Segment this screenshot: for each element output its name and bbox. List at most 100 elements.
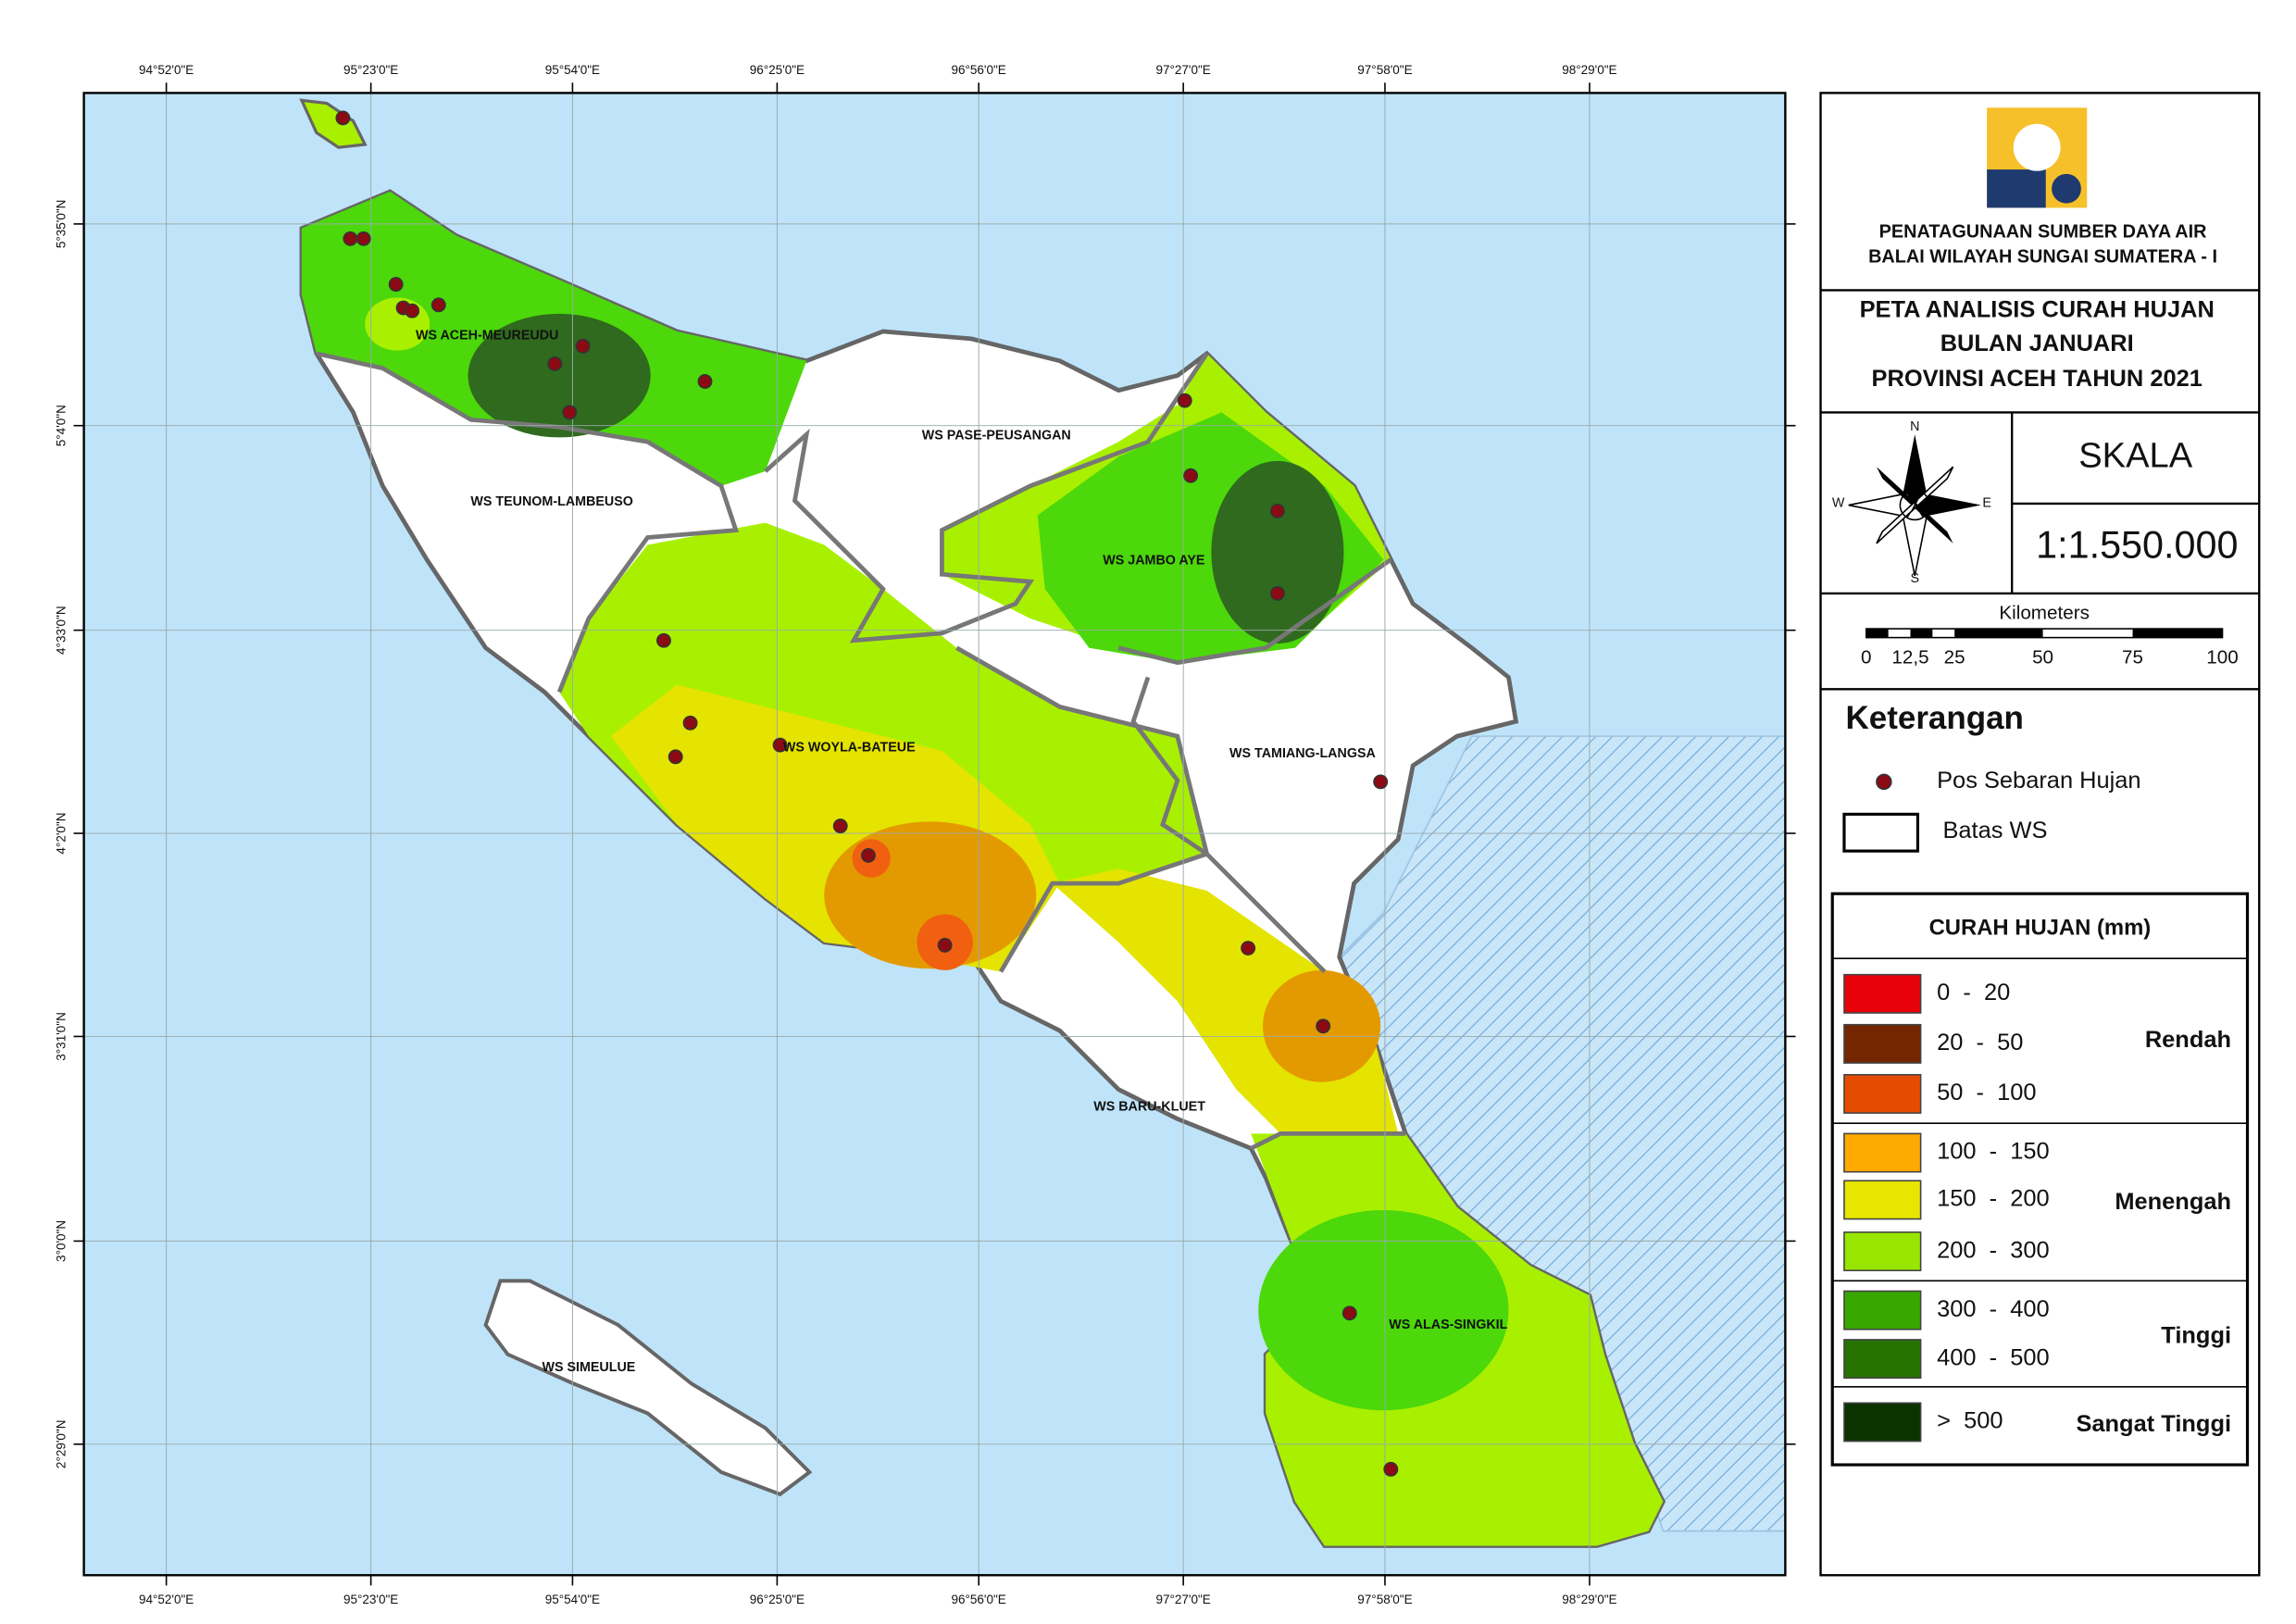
class-swatch: [1843, 1073, 1922, 1114]
rain-station: [1269, 585, 1285, 601]
rain-station: [405, 303, 420, 319]
class-group-label: Sangat Tinggi: [2076, 1411, 2231, 1437]
region-label: WS WOYLA-BATEUE: [783, 741, 916, 756]
class-swatch: [1843, 973, 1922, 1014]
rain-station: [668, 749, 683, 765]
x-coord-label: 95°23'0"E: [343, 63, 398, 77]
class-range: 200 - 300: [1937, 1237, 2050, 1263]
rain-station: [1269, 503, 1285, 518]
rain-station: [562, 405, 578, 420]
x-coord-label: 96°25'0"E: [750, 1593, 805, 1606]
region-label: WS ACEH-MEUREUDU: [416, 328, 558, 343]
scale-tick-label: 0: [1861, 646, 1872, 668]
coordinate-labels: 94°52'0"E 94°52'0"E 95°23'0"E 95°23'0"E 95°5…: [54, 63, 1796, 1606]
x-coord-label: 97°58'0"E: [1357, 1593, 1412, 1606]
class-swatch: [1843, 1132, 1922, 1173]
map-title: PROVINSI ACEH TAHUN 2021: [1872, 366, 2202, 392]
scale-tick-label: 12,5: [1891, 646, 1928, 668]
legend-symbol: [1842, 812, 1920, 853]
rain-station: [356, 231, 371, 246]
rain-station: [772, 737, 788, 753]
compass-label: E: [1982, 496, 1991, 511]
scale-tick-label: 25: [1944, 646, 1965, 668]
y-coord-label: 4°33'0"N: [54, 606, 68, 655]
class-range: 150 - 200: [1937, 1186, 2050, 1212]
x-coord-label: 97°58'0"E: [1357, 63, 1412, 77]
compass-label: S: [1910, 571, 1919, 586]
region-label: WS TAMIANG-LANGSA: [1229, 746, 1376, 761]
rain-station: [335, 110, 351, 126]
rain-station: [682, 715, 698, 731]
rain-station: [1383, 1461, 1399, 1477]
class-group-label: Tinggi: [2161, 1322, 2231, 1348]
y-coord-label: 4°2'0"N: [54, 813, 68, 855]
map-frame: WS ACEH-MEUREUDU WS PASE-PEUSANGAN WS TEUN…: [83, 93, 1786, 1576]
legend-label: Pos Sebaran Hujan: [1937, 768, 2140, 793]
ws-boundary: [1250, 1131, 1406, 1151]
class-group-label: Rendah: [2145, 1027, 2231, 1053]
y-coord-label: 5°35'0"N: [54, 200, 68, 249]
rain-station: [937, 937, 953, 953]
y-coord-label: 3°0'0"N: [54, 1220, 68, 1262]
y-coord-label: 5°4'0"N: [54, 405, 68, 446]
class-swatch: [1843, 1290, 1922, 1330]
scale-value: 1:1.550.000: [2036, 524, 2238, 567]
x-coord-label: 98°29'0"E: [1562, 1593, 1616, 1606]
side-panel: PENATAGUNAAN SUMBER DAYA AIR BALAI WILAY…: [1819, 92, 2261, 1577]
class-range: 0 - 20: [1937, 980, 2010, 1006]
class-range: 300 - 400: [1937, 1296, 2050, 1322]
rain-station: [575, 338, 591, 354]
x-coord-label: 98°29'0"E: [1562, 63, 1616, 77]
x-coord-label: 95°54'0"E: [545, 63, 600, 77]
class-range: 20 - 50: [1937, 1030, 2023, 1056]
logo: [1987, 107, 2088, 208]
scale-unit: Kilometers: [1999, 603, 2090, 624]
x-coord-label: 97°27'0"E: [1155, 63, 1210, 77]
simeulue-island: [483, 1279, 813, 1497]
x-coord-label: 96°56'0"E: [952, 63, 1006, 77]
y-coord-label: 3°31'0"N: [54, 1012, 68, 1061]
region-label: WS JAMBO AYE: [1103, 554, 1204, 568]
rain-station: [1341, 1305, 1357, 1321]
region-labels: WS ACEH-MEUREUDU WS PASE-PEUSANGAN WS TEUN…: [416, 328, 1508, 1374]
rain-station: [697, 374, 713, 389]
rain-station: [1183, 468, 1199, 483]
rain-station: [1373, 774, 1389, 790]
legend-label: Batas WS: [1942, 818, 2047, 843]
y-coord-label: 2°29'0"N: [54, 1420, 68, 1469]
x-coord-label: 96°56'0"E: [952, 1593, 1006, 1606]
class-range: 50 - 100: [1937, 1080, 2036, 1106]
legend-title: Keterangan: [1846, 700, 2024, 736]
compass-label: N: [1910, 419, 1919, 434]
weh-island: [299, 98, 368, 149]
map-title: PETA ANALISIS CURAH HUJAN: [1860, 296, 2215, 322]
scale-bar: [1866, 628, 2224, 639]
scale-tick-label: 75: [2122, 646, 2143, 668]
rainfall-legend-title: CURAH HUJAN (mm): [1929, 916, 2152, 941]
map-title: BULAN JANUARI: [1940, 331, 2134, 356]
class-swatch: [1843, 1339, 1922, 1380]
x-coord-label: 94°52'0"E: [139, 1593, 193, 1606]
rain-stations: [335, 110, 1399, 1477]
class-swatch: [1843, 1180, 1922, 1220]
class-swatch: [1843, 1023, 1922, 1064]
region-label: WS SIMEULUE: [542, 1360, 635, 1375]
x-coord-label: 97°27'0"E: [1155, 1593, 1210, 1606]
ws-boundary: [316, 351, 740, 693]
agency-name: BALAI WILAYAH SUNGAI SUMATERA - I: [1868, 247, 2217, 268]
x-coord-label: 95°54'0"E: [545, 1593, 600, 1606]
region-label: WS TEUNOM-LAMBEUSO: [470, 494, 633, 509]
class-group-label: Menengah: [2115, 1189, 2231, 1215]
rain-station: [430, 297, 446, 313]
ws-boundary: [1117, 557, 1392, 666]
compass-label: W: [1832, 496, 1845, 511]
rain-station: [547, 356, 563, 371]
graticule: [83, 93, 1786, 1576]
zone-very-high: [468, 313, 651, 438]
rain-station: [343, 231, 358, 246]
class-swatch: [1843, 1231, 1922, 1271]
scale-label: SKALA: [2078, 436, 2193, 476]
rain-station: [832, 818, 848, 834]
class-range: 400 - 500: [1937, 1344, 2050, 1370]
